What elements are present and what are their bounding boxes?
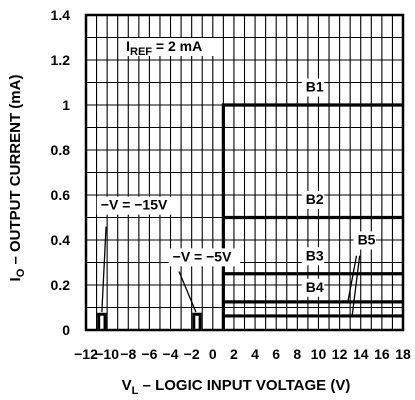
y-tick-label: 0.8 bbox=[51, 142, 71, 158]
tick-labels: 00.20.40.60.811.21.4−12−10 −8 −6 −4 −2 0 2 4 6 8 1… bbox=[51, 7, 411, 362]
x-tick-label: −6 bbox=[141, 346, 157, 362]
x-tick-label: −2 bbox=[184, 346, 200, 362]
threshold-step bbox=[192, 312, 202, 330]
x-tick-label: 0 bbox=[209, 346, 217, 362]
x-tick-label: 4 bbox=[251, 346, 259, 362]
y-axis-label: IO – OUTPUT CURRENT (mA) bbox=[7, 75, 27, 282]
y-tick-label: 0.6 bbox=[51, 187, 71, 203]
y-tick-label: 1.2 bbox=[51, 52, 71, 68]
x-tick-label: 10 bbox=[311, 346, 327, 362]
pointer-line bbox=[347, 255, 358, 301]
annotation-background bbox=[301, 78, 325, 97]
annotation-background bbox=[301, 247, 325, 266]
x-tick-label: 18 bbox=[395, 346, 411, 362]
annotations: IREF = 2 mA −V = −15V −V = −5V B1 B2 B3 B4 B5 bbox=[96, 38, 376, 315]
x-tick-label: 6 bbox=[272, 346, 280, 362]
annotation-background bbox=[353, 231, 376, 250]
y-tick-label: 0 bbox=[62, 322, 70, 338]
annotation-label: B1 bbox=[306, 79, 324, 95]
x-tick-label: 2 bbox=[230, 346, 238, 362]
threshold-step bbox=[97, 312, 107, 330]
y-tick-label: 0.2 bbox=[51, 277, 71, 293]
x-tick-label: 8 bbox=[293, 346, 301, 362]
x-tick-label: 12 bbox=[332, 346, 348, 362]
x-tick-label: −8 bbox=[120, 346, 136, 362]
pointer-line bbox=[178, 271, 197, 313]
y-tick-label: 1.4 bbox=[51, 7, 71, 23]
pointer-line bbox=[101, 226, 107, 313]
annotation-label: B4 bbox=[306, 279, 324, 295]
x-tick-label: −12 bbox=[74, 346, 98, 362]
x-tick-label: −10 bbox=[95, 346, 119, 362]
x-tick-label: 16 bbox=[374, 346, 390, 362]
annotation-background bbox=[122, 38, 219, 56]
annotation-label: IREF = 2 mA bbox=[126, 38, 202, 58]
x-tick-label: −4 bbox=[163, 346, 179, 362]
annotation-label: B3 bbox=[306, 247, 324, 263]
y-tick-label: 1 bbox=[62, 97, 70, 113]
pointer-line bbox=[351, 255, 361, 315]
annotation-label: −V = −15V bbox=[101, 197, 168, 213]
plot-frame bbox=[84, 13, 405, 332]
annotation-label: B2 bbox=[306, 191, 324, 207]
annotation-label: B5 bbox=[358, 232, 376, 248]
x-axis-label: VL – LOGIC INPUT VOLTAGE (V) bbox=[122, 377, 351, 397]
x-tick-label: 14 bbox=[353, 346, 369, 362]
annotation-background bbox=[168, 248, 241, 267]
annotation-label: −V = −5V bbox=[173, 248, 232, 264]
annotation-background bbox=[301, 278, 325, 297]
annotation-background bbox=[301, 191, 325, 209]
annotation-background bbox=[96, 196, 177, 215]
grid bbox=[84, 13, 405, 332]
y-tick-label: 0.4 bbox=[51, 232, 71, 248]
